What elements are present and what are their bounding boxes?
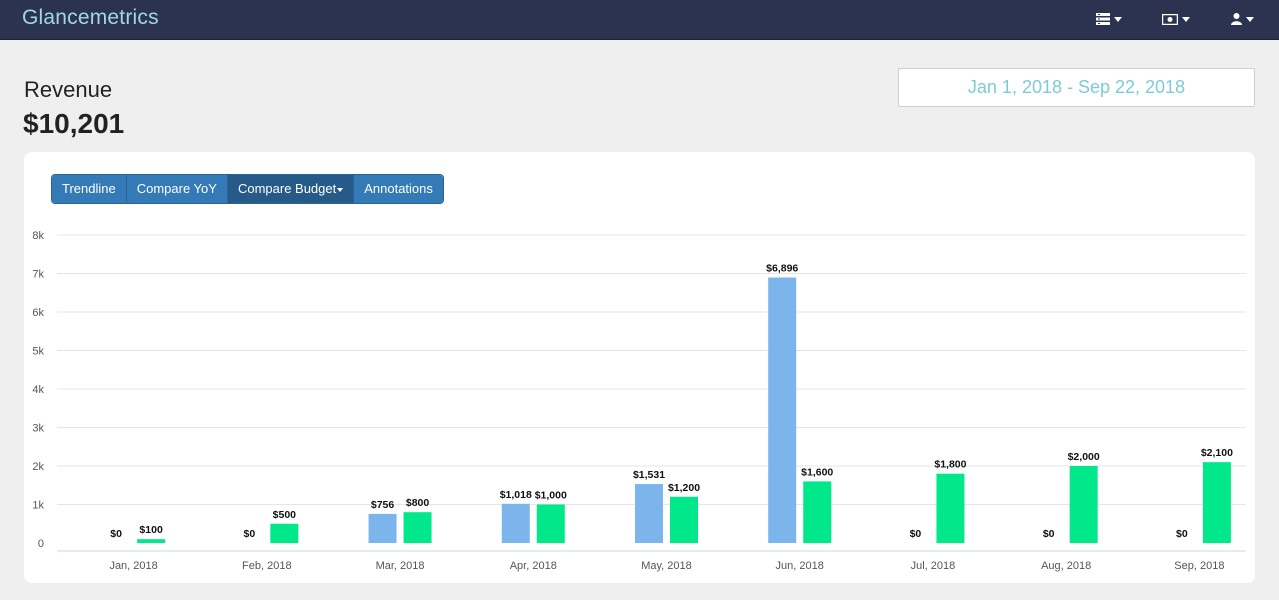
x-tick-label: Jan, 2018 bbox=[109, 560, 157, 572]
budget-bar bbox=[137, 539, 166, 543]
budget-data-label: $500 bbox=[273, 509, 297, 521]
budget-bar bbox=[536, 504, 565, 543]
revenue-chart: 0 1k 2k 3k 4k 5k 6k 7k 8k Jan, 2018 $0 $100 Feb, 201… bbox=[32, 230, 1246, 572]
actual-data-label: $756 bbox=[371, 499, 395, 511]
chevron-down-icon bbox=[1246, 16, 1254, 22]
y-tick-label: 0 bbox=[38, 538, 44, 550]
actual-bar bbox=[635, 484, 663, 543]
y-tick-label: 1k bbox=[32, 500, 44, 512]
revenue-total: $10,201 bbox=[23, 108, 125, 139]
user-menu[interactable] bbox=[1231, 11, 1254, 27]
budget-bar bbox=[670, 496, 698, 543]
x-tick-label: Feb, 2018 bbox=[242, 560, 292, 572]
budget-bar bbox=[803, 481, 832, 543]
budget-data-label: $1,600 bbox=[801, 466, 833, 478]
budget-data-label: $1,800 bbox=[934, 459, 966, 471]
billing-icon bbox=[1162, 13, 1178, 25]
y-tick-label: 6k bbox=[32, 307, 44, 319]
chart-card: 0 1k 2k 3k 4k 5k 6k 7k 8k Jan, 2018 $0 $100 Feb, 201… bbox=[24, 152, 1255, 583]
budget-bar bbox=[270, 523, 299, 543]
page-title: Revenue bbox=[24, 77, 113, 102]
budget-data-label: $1,000 bbox=[535, 490, 567, 502]
compare-budget-button[interactable]: Compare Budget bbox=[227, 175, 355, 203]
y-tick-label: 3k bbox=[32, 423, 44, 435]
billing-menu[interactable] bbox=[1162, 11, 1190, 27]
actual-data-label: $1,531 bbox=[633, 469, 665, 481]
compare-yoy-button[interactable]: Compare YoY bbox=[126, 175, 228, 203]
budget-bar bbox=[1069, 466, 1098, 543]
x-tick-label: Aug, 2018 bbox=[1041, 560, 1091, 572]
x-tick-label: Sep, 2018 bbox=[1174, 560, 1224, 572]
y-tick-label: 5k bbox=[32, 346, 44, 358]
actual-bar bbox=[368, 513, 397, 543]
annotations-button[interactable]: Annotations bbox=[354, 175, 443, 203]
actual-data-label: $0 bbox=[1176, 528, 1188, 540]
y-tick-label: 8k bbox=[32, 230, 44, 242]
y-tick-label: 4k bbox=[32, 384, 44, 396]
x-tick-label: Mar, 2018 bbox=[376, 560, 425, 572]
y-tick-label: 2k bbox=[32, 461, 44, 473]
chart-mode-toolbar: Trendline Compare YoY Compare Budget Ann… bbox=[51, 174, 444, 204]
actual-data-label: $6,896 bbox=[766, 263, 798, 275]
compare-budget-label: Compare Budget bbox=[237, 181, 337, 196]
caret-down-icon bbox=[337, 187, 344, 192]
chevron-down-icon bbox=[1182, 16, 1190, 22]
actual-data-label: $0 bbox=[110, 528, 122, 540]
budget-bar bbox=[936, 473, 965, 543]
actual-bar bbox=[768, 277, 797, 543]
x-tick-label: Jun, 2018 bbox=[776, 560, 824, 572]
actual-data-label: $0 bbox=[243, 528, 255, 540]
brand-logo[interactable]: Glancemetrics bbox=[22, 6, 159, 29]
budget-data-label: $2,000 bbox=[1068, 451, 1100, 463]
x-tick-label: Jul, 2018 bbox=[911, 560, 956, 572]
x-tick-label: May, 2018 bbox=[641, 560, 692, 572]
dashboards-icon bbox=[1096, 13, 1110, 25]
actual-data-label: $1,018 bbox=[500, 489, 532, 501]
date-range-picker[interactable]: Jan 1, 2018 - Sep 22, 2018 bbox=[898, 68, 1255, 107]
actual-data-label: $0 bbox=[910, 528, 922, 540]
x-tick-label: Apr, 2018 bbox=[510, 560, 557, 572]
budget-bar bbox=[1202, 462, 1231, 543]
budget-data-label: $100 bbox=[139, 524, 163, 536]
y-tick-label: 7k bbox=[32, 269, 44, 281]
actual-data-label: $0 bbox=[1043, 528, 1055, 540]
trendline-button[interactable]: Trendline bbox=[52, 175, 127, 203]
budget-data-label: $800 bbox=[406, 497, 430, 509]
dashboards-menu[interactable] bbox=[1096, 11, 1122, 27]
top-navbar: Glancemetrics bbox=[0, 0, 1279, 40]
user-icon bbox=[1231, 13, 1242, 25]
chevron-down-icon bbox=[1114, 16, 1122, 22]
budget-data-label: $2,100 bbox=[1201, 447, 1233, 459]
actual-bar bbox=[501, 503, 530, 543]
budget-data-label: $1,200 bbox=[668, 482, 700, 494]
budget-bar bbox=[403, 512, 432, 543]
